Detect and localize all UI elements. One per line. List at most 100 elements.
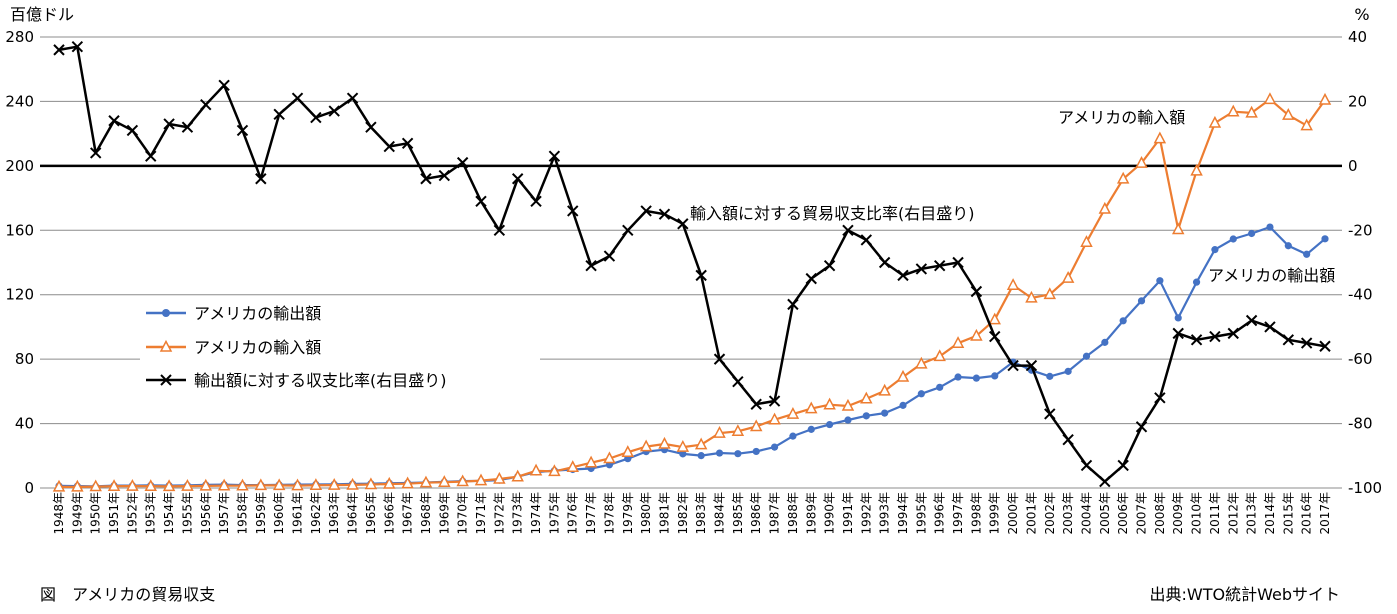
data-point <box>936 383 944 391</box>
x-tick-label: 1979年 <box>621 492 635 535</box>
data-point <box>1043 287 1057 300</box>
data-point <box>991 372 999 380</box>
x-tick-label: 2007年 <box>1135 492 1149 535</box>
data-point <box>1025 359 1038 372</box>
legend-marker-imports <box>159 339 173 352</box>
x-tick-label: 2009年 <box>1171 492 1185 535</box>
data-point <box>749 419 763 432</box>
data-point <box>677 218 689 230</box>
right-tick-label: -20 <box>1348 221 1373 239</box>
x-tick-label: 1992年 <box>859 492 873 535</box>
data-point <box>841 398 855 411</box>
data-point <box>567 205 579 217</box>
data-point <box>1064 367 1072 375</box>
right-axis-ticks: -100 -80 -60 -40 -20 0 20 40 <box>1348 28 1382 497</box>
left-tick-label: 40 <box>15 415 34 433</box>
data-point <box>291 478 304 491</box>
x-tick-label: 1996年 <box>933 492 947 535</box>
x-tick-label: 1985年 <box>731 492 745 535</box>
data-point <box>144 479 157 491</box>
data-point <box>328 105 340 117</box>
data-point <box>621 445 635 457</box>
data-point <box>1099 475 1111 488</box>
right-tick-label: -40 <box>1348 286 1373 304</box>
data-point <box>181 121 194 133</box>
x-tick-label: 1967年 <box>401 492 415 535</box>
data-point <box>878 383 891 396</box>
data-point <box>1248 229 1256 238</box>
legend-marker-ratio <box>160 374 172 386</box>
legend-label-imports: アメリカの輸入額 <box>194 338 321 357</box>
data-point <box>162 479 176 492</box>
x-tick-label: 2004年 <box>1079 492 1093 535</box>
data-point <box>1321 235 1329 243</box>
right-tick-label: -60 <box>1348 350 1373 368</box>
legend-background <box>140 303 540 395</box>
data-point <box>1208 115 1222 128</box>
x-axis-ticks: 1948年 1949年 1950年 1951年 1952年 1953年 1954年 1955年… <box>52 492 1332 535</box>
data-point <box>1190 334 1203 346</box>
data-point <box>309 478 323 491</box>
right-tick-label: 20 <box>1348 92 1367 110</box>
x-tick-label: 2002年 <box>1043 492 1057 535</box>
left-tick-label: 80 <box>15 350 34 368</box>
data-point <box>1282 334 1295 346</box>
data-point <box>878 256 891 269</box>
x-tick-label: 1968年 <box>419 492 433 535</box>
data-point <box>786 406 800 419</box>
data-point <box>1135 421 1148 433</box>
data-point <box>989 330 1001 343</box>
x-tick-label: 1997年 <box>951 492 965 535</box>
data-point <box>273 108 285 121</box>
x-tick-label: 1978年 <box>602 492 616 535</box>
data-point <box>511 173 524 185</box>
data-point <box>456 156 469 169</box>
legend-item-imports: アメリカの輸入額 <box>146 338 321 357</box>
x-tick-label: 1998年 <box>969 492 983 535</box>
x-tick-label: 1974年 <box>529 492 543 535</box>
data-point <box>899 401 907 409</box>
x-tick-label: 2015年 <box>1281 492 1295 535</box>
data-point <box>1264 321 1276 333</box>
data-point <box>584 455 598 468</box>
data-point <box>420 173 432 185</box>
x-tick-label: 1999年 <box>988 492 1002 535</box>
data-point <box>1046 372 1054 380</box>
data-point <box>1154 392 1166 404</box>
data-point <box>970 285 983 298</box>
data-point <box>972 374 980 382</box>
data-point <box>1227 104 1240 117</box>
legend-marker-exports <box>162 309 170 317</box>
data-point <box>89 479 102 492</box>
data-point <box>493 471 506 484</box>
left-axis-unit: 百億ドル <box>10 5 74 24</box>
x-tick-label: 1982年 <box>676 492 690 535</box>
data-point <box>622 224 634 236</box>
x-tick-label: 1969年 <box>437 492 451 535</box>
data-point <box>807 425 815 433</box>
x-tick-label: 2003年 <box>1061 492 1075 535</box>
x-tick-label: 1983年 <box>694 492 708 535</box>
data-point <box>1116 171 1130 184</box>
data-point <box>1006 278 1020 290</box>
x-tick-label: 1973年 <box>511 492 525 535</box>
x-tick-label: 1966年 <box>382 492 396 535</box>
data-point <box>933 349 946 362</box>
data-point <box>750 398 762 410</box>
data-point <box>126 124 139 137</box>
x-tick-label: 1975年 <box>547 492 561 535</box>
data-point <box>1303 250 1311 258</box>
x-tick-label: 1981年 <box>657 492 671 535</box>
data-point <box>1284 242 1292 250</box>
x-tick-label: 1962年 <box>309 492 323 535</box>
data-point <box>915 356 928 369</box>
data-point <box>52 479 66 492</box>
data-point <box>1227 327 1239 340</box>
x-tick-label: 1949年 <box>70 492 84 535</box>
left-axis-ticks: 0 40 80 120 160 200 240 280 <box>5 28 34 497</box>
series-layer <box>52 40 1332 492</box>
x-tick-label: 1954年 <box>162 492 176 535</box>
x-tick-label: 1950年 <box>89 492 103 535</box>
data-point <box>163 118 175 130</box>
data-point <box>217 478 231 491</box>
